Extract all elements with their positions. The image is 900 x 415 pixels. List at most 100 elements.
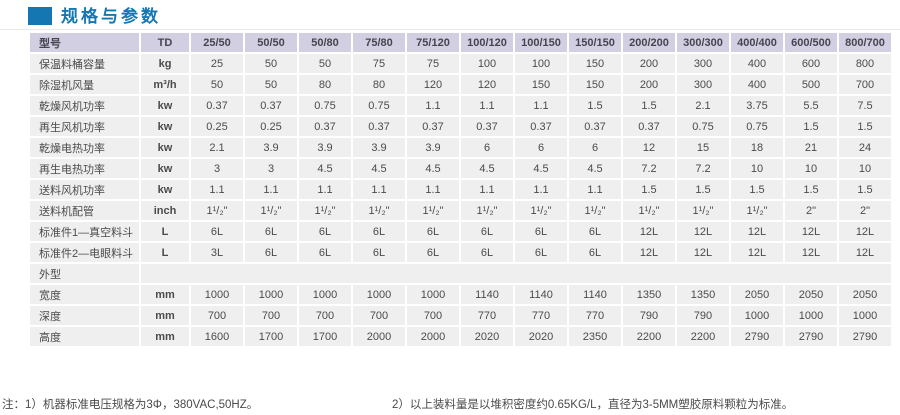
spec-value-cell: 1140: [515, 285, 567, 304]
spec-value-cell: 1000: [299, 285, 351, 304]
spec-value-cell: 1000: [191, 285, 243, 304]
spec-value-cell: 12L: [785, 243, 837, 262]
spec-value-cell: 3.9: [407, 138, 459, 157]
spec-value-cell: 15: [677, 138, 729, 157]
spec-value-cell: 12L: [623, 222, 675, 241]
spec-value-cell: 12: [623, 138, 675, 157]
spec-value-cell: 1000: [407, 285, 459, 304]
spec-value-cell: 1.5: [623, 180, 675, 199]
row-label: 送料风机功率: [30, 180, 139, 199]
table-row: 深度 mm 700 700 700 700 700 770 770 770 790 790 1000 10…: [30, 306, 891, 325]
spec-value-cell: 1700: [299, 327, 351, 346]
spec-value-cell: 4.5: [515, 159, 567, 178]
spec-value-cell: 1.1: [515, 96, 567, 115]
row-label: 送料机配管: [30, 201, 139, 220]
spec-value-cell: 0.75: [299, 96, 351, 115]
spec-value-cell: 0.75: [677, 117, 729, 136]
spec-value-cell: 1.5: [839, 180, 891, 199]
spec-value-cell: 4.5: [353, 159, 405, 178]
spec-value-cell: 2000: [353, 327, 405, 346]
table-row: 标准件1—真空料斗 L 6L 6L 6L 6L 6L 6L 6L 6L 12L 12L 12L 12L 12…: [30, 222, 891, 241]
spec-value-cell: 1700: [245, 327, 297, 346]
spec-value-cell: 4.5: [407, 159, 459, 178]
spec-value-cell: 200: [623, 75, 675, 94]
spec-value-cell: 1.5: [839, 117, 891, 136]
spec-table: 型号 TD 25/50 50/50 50/80 75/80 75/120 100/120 100…: [28, 31, 893, 348]
table-row: 保温料桶容量 kg 25 50 50 75 75 100 100 150 200 300 400 600 8…: [30, 54, 891, 73]
spec-value-cell: 3: [191, 159, 243, 178]
spec-value-cell: 6: [515, 138, 567, 157]
spec-value-cell: 12L: [677, 243, 729, 262]
spec-value-cell: 5.5: [785, 96, 837, 115]
spec-value-cell: 1.1: [407, 96, 459, 115]
spec-value-cell: 150: [569, 54, 621, 73]
spec-value-cell: 2020: [461, 327, 513, 346]
spec-value-cell: 6L: [407, 222, 459, 241]
page-title: 规格与参数: [61, 6, 161, 26]
spec-value-cell: 1¹/₂": [677, 201, 729, 220]
spec-value-cell: 1.5: [569, 96, 621, 115]
column-header: 25/50: [191, 33, 243, 52]
unit-cell: kw: [141, 159, 189, 178]
spec-table-header: 型号 TD 25/50 50/50 50/80 75/80 75/120 100/120 100…: [30, 33, 891, 52]
spec-value-cell: 75: [407, 54, 459, 73]
spec-value-cell: 2790: [731, 327, 783, 346]
spec-value-cell: 6L: [245, 243, 297, 262]
spec-value-cell: 800: [839, 54, 891, 73]
spec-value-cell: 12L: [785, 222, 837, 241]
column-header: 75/80: [353, 33, 405, 52]
table-row: 标准件2—电眼料斗 L 3L 6L 6L 6L 6L 6L 6L 6L 12L 12L 12L 12L 12…: [30, 243, 891, 262]
spec-value-cell: 1350: [623, 285, 675, 304]
spec-value-cell: 700: [839, 75, 891, 94]
spec-value-cell: 150: [515, 75, 567, 94]
spec-value-cell: 1¹/₂": [515, 201, 567, 220]
table-row: 再生风机功率 kw 0.25 0.25 0.37 0.37 0.37 0.37 0.37 0.37…: [30, 117, 891, 136]
spec-value-cell: 80: [353, 75, 405, 94]
spec-value-cell: 1.5: [677, 180, 729, 199]
spec-value-cell: 0.37: [623, 117, 675, 136]
spec-value-cell: 2050: [839, 285, 891, 304]
spec-value-cell: 0.37: [569, 117, 621, 136]
spec-value-cell: 1.1: [245, 180, 297, 199]
spec-value-cell: 6L: [191, 222, 243, 241]
spec-value-cell: 6: [461, 138, 513, 157]
footnotes: 注：1）机器标准电压规格为3Φ，380VAC,50HZ。 2）以上装料量是以堆积…: [0, 396, 900, 411]
spec-value-cell: 700: [299, 306, 351, 325]
unit-cell: kw: [141, 117, 189, 136]
spec-value-cell: 6L: [515, 243, 567, 262]
spec-value-cell: 1.5: [785, 180, 837, 199]
spec-value-cell: 0.37: [407, 117, 459, 136]
spec-value-cell: 2000: [407, 327, 459, 346]
spec-value-cell: 50: [191, 75, 243, 94]
spec-value-cell: 10: [785, 159, 837, 178]
spec-value-cell: 2.1: [677, 96, 729, 115]
spec-value-cell: 7.2: [623, 159, 675, 178]
spec-value-cell: 1.1: [461, 96, 513, 115]
spec-value-cell: 300: [677, 54, 729, 73]
spec-value-cell: 1¹/₂": [191, 201, 243, 220]
spec-value-cell: 120: [407, 75, 459, 94]
unit-cell: kw: [141, 180, 189, 199]
spec-value-cell: 3L: [191, 243, 243, 262]
spec-value-cell: 770: [569, 306, 621, 325]
spec-value-cell: 1.1: [353, 180, 405, 199]
spec-value-cell: 0.75: [353, 96, 405, 115]
spec-value-cell: 1000: [785, 306, 837, 325]
table-row: 送料机配管 inch 1¹/₂" 1¹/₂" 1¹/₂" 1¹/₂" 1¹/₂" 1¹/₂" 1…: [30, 201, 891, 220]
spec-value-cell: 6L: [299, 222, 351, 241]
spec-value-cell: 2790: [785, 327, 837, 346]
spec-value-cell: 2.1: [191, 138, 243, 157]
spec-value-cell: 770: [515, 306, 567, 325]
spec-value-cell: 2790: [839, 327, 891, 346]
spec-value-cell: 2050: [731, 285, 783, 304]
spec-value-cell: 25: [191, 54, 243, 73]
table-row: 外型: [30, 264, 891, 283]
spec-value-cell: 18: [731, 138, 783, 157]
row-label: 高度: [30, 327, 139, 346]
spec-value-cell: 0.25: [245, 117, 297, 136]
title-bar: 规格与参数: [28, 6, 900, 26]
column-header: 800/700: [839, 33, 891, 52]
column-header: 100/120: [461, 33, 513, 52]
spec-value-cell: 2": [785, 201, 837, 220]
spec-value-cell: 120: [461, 75, 513, 94]
